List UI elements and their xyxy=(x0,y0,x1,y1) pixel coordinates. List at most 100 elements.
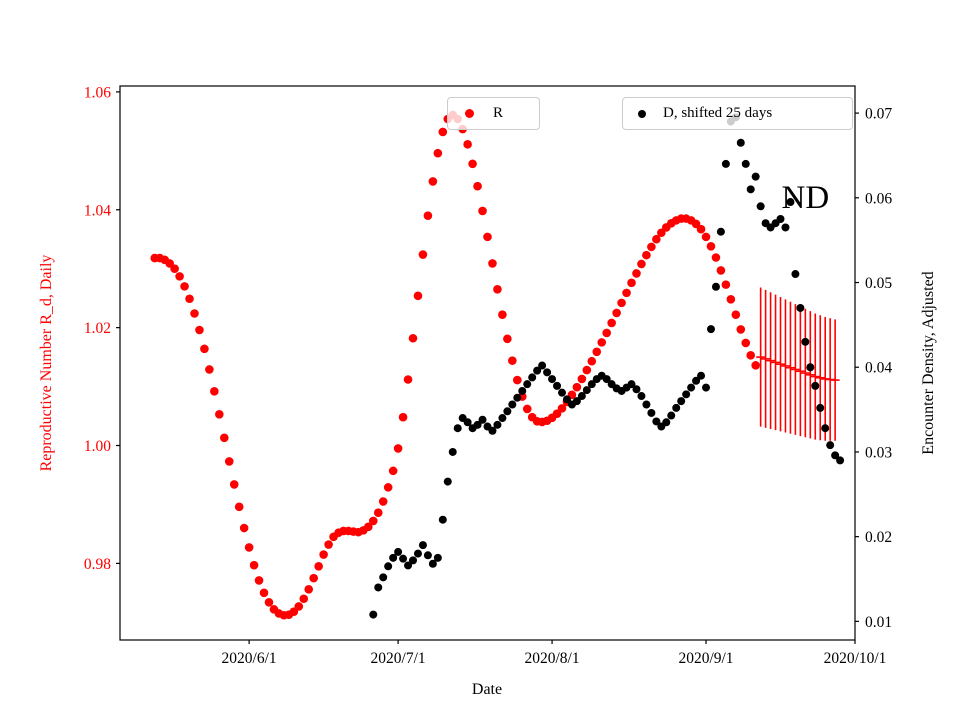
r-daily-point xyxy=(234,502,244,512)
d-shifted-point xyxy=(379,573,388,582)
d-shifted-point xyxy=(423,551,432,560)
left-axis-title: Reproductive Number R_d, Daily xyxy=(38,254,55,472)
d-shifted-point xyxy=(553,381,562,390)
d-shifted-point xyxy=(582,386,591,395)
r-daily-point xyxy=(408,333,418,343)
r-legend-label: R xyxy=(493,105,504,121)
r-daily-point xyxy=(264,597,274,607)
r-daily-point xyxy=(463,140,472,149)
r-daily-point xyxy=(254,576,264,585)
d-shifted-point xyxy=(418,541,427,550)
nd-annotation: ND xyxy=(782,180,830,216)
r-daily-point xyxy=(741,338,751,348)
d-shifted-point xyxy=(384,562,393,571)
r-daily-point xyxy=(612,308,621,318)
d-shifted-point xyxy=(404,561,413,570)
r-daily-point xyxy=(210,386,219,396)
d-shifted-point xyxy=(776,214,785,223)
d-shifted-point xyxy=(523,380,532,389)
d-shifted-point xyxy=(821,424,830,433)
r-daily-point xyxy=(602,328,611,338)
r-daily-point xyxy=(512,375,522,385)
d-shifted-point xyxy=(702,383,711,392)
d-shifted-point xyxy=(369,610,378,619)
left-y-tick-label: 1.06 xyxy=(84,84,111,101)
d-shifted-point xyxy=(572,397,581,406)
d-shifted-point xyxy=(508,400,517,409)
r-daily-point xyxy=(607,318,616,328)
r-daily-point xyxy=(304,585,314,594)
d-shifted-point xyxy=(473,420,482,429)
r-daily-point xyxy=(200,344,209,354)
d-shifted-point xyxy=(503,407,512,416)
r-daily-point xyxy=(259,588,269,598)
left-y-tick-label: 1.02 xyxy=(84,320,111,337)
d-shifted-point xyxy=(811,381,820,390)
d-shifted-point xyxy=(836,456,845,465)
d-shifted-point xyxy=(548,375,557,384)
r-daily-point xyxy=(746,351,756,360)
d-shifted-point xyxy=(647,408,656,417)
x-tick-label: 2020/10/1 xyxy=(824,650,887,667)
d-shifted-point xyxy=(443,477,452,486)
r-daily-point xyxy=(180,282,189,291)
d-shifted-point xyxy=(667,411,676,420)
r-daily-point xyxy=(195,325,204,335)
r-daily-point xyxy=(319,550,328,559)
d-shifted-point xyxy=(627,380,636,389)
d-shifted-point xyxy=(399,554,408,563)
d-shifted-point xyxy=(389,553,398,562)
d-shifted-point xyxy=(672,403,681,412)
d-shifted-point xyxy=(438,515,447,524)
r-daily-point xyxy=(190,309,199,318)
d-shifted-point xyxy=(826,441,835,450)
d-shifted-point xyxy=(488,426,497,435)
r-daily-point xyxy=(249,560,259,570)
d-shifted-point xyxy=(816,403,825,412)
x-tick-label: 2020/9/1 xyxy=(678,650,733,667)
right-y-tick-label: 0.05 xyxy=(865,275,892,292)
r-daily-point xyxy=(751,361,760,370)
x-axis-title: Date xyxy=(471,681,503,698)
x-tick-label: 2020/7/1 xyxy=(371,650,426,667)
r-daily-point xyxy=(736,325,746,334)
d-shifted-point xyxy=(677,397,686,406)
r-daily-point xyxy=(364,522,373,532)
d-shifted-point xyxy=(751,172,760,181)
r-daily-point xyxy=(617,298,626,308)
r-daily-point xyxy=(582,365,592,375)
d-shifted-point xyxy=(637,392,646,401)
d-shifted-point xyxy=(413,549,422,558)
r-daily-point xyxy=(219,433,229,443)
r-daily-point xyxy=(652,234,661,244)
r-daily-point xyxy=(522,404,532,414)
r-daily-point xyxy=(373,508,383,517)
d-shifted-point xyxy=(513,393,522,402)
r-daily-point xyxy=(398,412,408,422)
d-shifted-point xyxy=(687,383,696,392)
r-daily-point xyxy=(170,264,179,274)
d-series-marker-icon xyxy=(638,109,646,118)
r-daily-point xyxy=(498,310,507,319)
right-y-tick-label: 0.01 xyxy=(865,614,892,631)
r-daily-point xyxy=(215,409,224,419)
left-y-tick-label: 0.98 xyxy=(84,556,111,573)
r-daily-point xyxy=(577,374,587,384)
right-y-tick-label: 0.04 xyxy=(865,360,892,377)
d-shifted-point xyxy=(831,451,840,460)
d-shifted-point xyxy=(806,363,815,372)
r-daily-point xyxy=(597,338,607,347)
r-daily-point xyxy=(433,148,443,158)
r-daily-point xyxy=(483,232,492,242)
r-daily-point xyxy=(493,285,502,294)
r-daily-point xyxy=(642,250,651,260)
r-daily-point xyxy=(716,266,726,275)
r-daily-point xyxy=(388,466,398,476)
r-daily-point xyxy=(224,457,234,466)
d-legend-label: D, shifted 25 days xyxy=(663,105,773,121)
r-daily-point xyxy=(508,356,517,365)
d-shifted-point xyxy=(409,556,418,565)
d-shifted-point xyxy=(428,559,437,568)
